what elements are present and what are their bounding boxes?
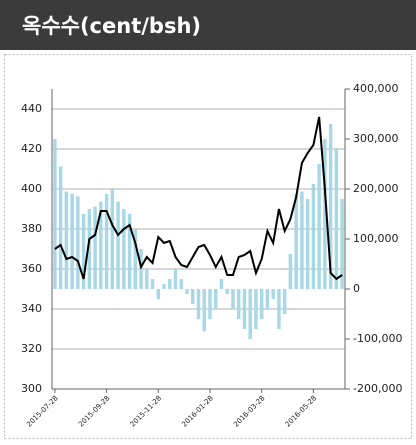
bar	[208, 289, 212, 319]
y-tick-label: 380	[21, 222, 42, 235]
bar	[133, 229, 138, 289]
bar	[145, 269, 149, 289]
y2-tick-label: -200,000	[353, 382, 402, 395]
bar	[236, 289, 241, 319]
title-bar	[0, 0, 416, 50]
bar	[334, 149, 339, 289]
bar	[340, 199, 344, 289]
y2-tick-label: 200,000	[353, 182, 399, 195]
bar	[150, 279, 155, 289]
bar	[191, 289, 195, 304]
bar	[219, 279, 224, 289]
bar	[271, 289, 275, 299]
x-tick-label: 2015-11-28	[129, 394, 163, 428]
bar	[87, 209, 92, 289]
bar	[288, 254, 293, 289]
bar	[99, 201, 103, 289]
y-tick-label: 400	[21, 182, 42, 195]
bar	[70, 194, 74, 289]
y2-tick-label: 400,000	[353, 82, 399, 95]
bar	[64, 191, 69, 289]
bar	[116, 201, 120, 289]
frame	[4, 54, 412, 439]
bar	[110, 189, 115, 289]
bar	[282, 289, 287, 314]
bar	[277, 289, 281, 329]
bar	[53, 139, 57, 289]
bar	[127, 214, 132, 289]
y2-tick-label: -100,000	[353, 332, 402, 345]
bar	[300, 191, 304, 289]
bar	[294, 194, 298, 289]
y-tick-label: 320	[21, 342, 42, 355]
bar	[76, 196, 80, 289]
bar	[58, 166, 63, 289]
bar	[196, 289, 201, 319]
bar	[317, 164, 321, 289]
bar	[168, 279, 172, 289]
price-line	[54, 116, 343, 281]
x-tick-label: 2015-09-28	[77, 394, 111, 428]
x-tick-label: 2016-05-28	[284, 394, 318, 428]
bar	[265, 289, 270, 309]
bar	[254, 289, 258, 329]
bar	[242, 289, 247, 329]
y-tick-label: 360	[21, 262, 42, 275]
y2-tick-label: 100,000	[353, 232, 399, 245]
bar	[323, 139, 327, 289]
bar	[305, 199, 310, 289]
bar	[156, 289, 161, 299]
bar	[173, 269, 178, 289]
bar	[179, 279, 183, 289]
chart-title: 옥수수(cent/bsh)	[22, 14, 201, 38]
y-tick-label: 420	[21, 142, 42, 155]
bar	[311, 184, 316, 289]
bar	[214, 289, 218, 309]
y2-tick-label: 300,000	[353, 132, 399, 145]
bar	[259, 289, 264, 319]
y2-tick-label: 0	[353, 282, 360, 295]
x-tick-label: 2015-07-28	[25, 394, 59, 428]
x-tick-label: 2016-01-28	[180, 394, 214, 428]
bar	[162, 284, 166, 289]
y-tick-label: 340	[21, 302, 42, 315]
bar	[231, 289, 235, 309]
x-tick-label: 2016-03-28	[232, 394, 266, 428]
bar	[248, 289, 252, 339]
bar	[185, 289, 189, 294]
y-tick-label: 440	[21, 102, 42, 115]
bar	[328, 124, 333, 289]
bar	[93, 206, 97, 289]
bar	[225, 289, 229, 294]
y-tick-label: 300	[21, 382, 42, 395]
bar	[122, 209, 126, 289]
bar	[202, 289, 206, 332]
bar	[81, 214, 86, 289]
bar	[104, 194, 109, 289]
